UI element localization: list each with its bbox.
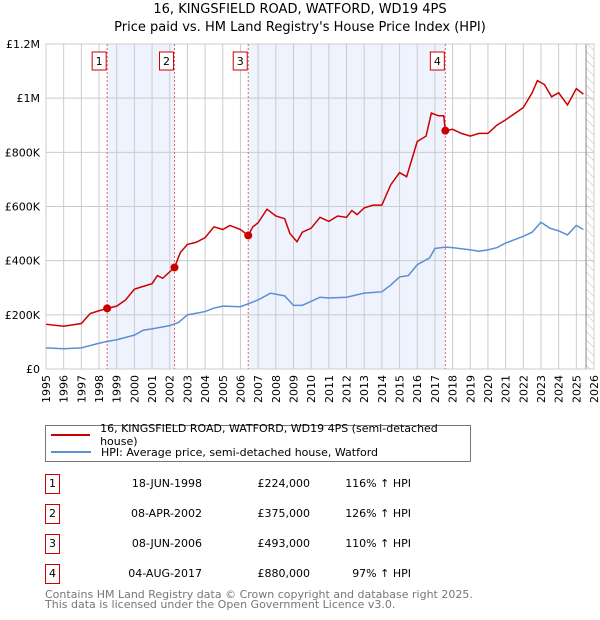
y-tick-label: £800K bbox=[5, 146, 41, 159]
x-tick-label: 2004 bbox=[199, 375, 212, 403]
legend-item-property: 16, KINGSFIELD ROAD, WATFORD, WD19 4PS (… bbox=[51, 422, 470, 448]
legend-item-hpi: HPI: Average price, semi-detached house,… bbox=[51, 444, 378, 460]
x-tick-label: 2013 bbox=[358, 375, 371, 403]
sale-date: 08-JUN-2006 bbox=[131, 537, 202, 550]
sale-marker-label: 4 bbox=[434, 55, 441, 68]
x-tick-label: 2010 bbox=[305, 375, 318, 403]
x-tick-label: 2011 bbox=[323, 375, 336, 403]
legend-swatch-red bbox=[51, 434, 91, 436]
x-tick-label: 2009 bbox=[287, 375, 300, 403]
sale-hpi-change: 116% ↑ HPI bbox=[345, 477, 411, 490]
sale-hpi-change: 97% ↑ HPI bbox=[352, 567, 411, 580]
sale-row: 1 18-JUN-1998 £224,000 116% ↑ HPI bbox=[45, 474, 445, 494]
x-tick-label: 2021 bbox=[500, 375, 513, 403]
sale-marker-box bbox=[91, 51, 107, 71]
legend-label: HPI: Average price, semi-detached house,… bbox=[101, 445, 379, 459]
sale-point bbox=[103, 304, 112, 313]
x-tick-label: 2018 bbox=[447, 375, 460, 403]
sale-hpi-change: 126% ↑ HPI bbox=[345, 507, 411, 520]
x-tick-label: 2005 bbox=[217, 375, 230, 403]
sale-point bbox=[170, 263, 179, 272]
x-tick-label: 1996 bbox=[58, 375, 71, 403]
legend: 16, KINGSFIELD ROAD, WATFORD, WD19 4PS (… bbox=[45, 422, 471, 462]
series-line bbox=[45, 221, 584, 350]
sale-row: 2 08-APR-2002 £375,000 126% ↑ HPI bbox=[45, 504, 445, 524]
y-tick-label: £0 bbox=[26, 363, 40, 376]
x-tick-label: 2020 bbox=[482, 375, 495, 403]
chart-title: 16, KINGSFIELD ROAD, WATFORD, WD19 4PS bbox=[153, 2, 447, 17]
sale-date: 08-APR-2002 bbox=[130, 507, 202, 520]
sale-row: 4 04-AUG-2017 £880,000 97% ↑ HPI bbox=[45, 564, 445, 584]
sale-marker-label: 2 bbox=[163, 55, 170, 68]
footer: Contains HM Land Registry data © Crown c… bbox=[45, 588, 473, 611]
x-tick-label: 2023 bbox=[535, 375, 548, 403]
sale-marker-box: 4 bbox=[45, 564, 60, 584]
sale-hpi-change: 110% ↑ HPI bbox=[345, 537, 411, 550]
y-tick-label: £200K bbox=[5, 309, 41, 322]
y-tick-label: £1M bbox=[17, 92, 41, 105]
sale-marker-box bbox=[159, 51, 175, 71]
x-tick-label: 2017 bbox=[429, 375, 442, 403]
x-tick-label: 2006 bbox=[234, 375, 247, 403]
y-tick-label: £600K bbox=[5, 201, 41, 214]
legend-swatch-blue bbox=[51, 451, 91, 453]
y-tick-label: £1.2M bbox=[6, 38, 40, 51]
sale-marker-label: 1 bbox=[96, 55, 103, 68]
sale-marker-label: 3 bbox=[237, 55, 244, 68]
x-tick-label: 2001 bbox=[146, 375, 159, 403]
x-tick-label: 2008 bbox=[270, 375, 283, 403]
x-tick-label: 1998 bbox=[93, 375, 106, 403]
chart-subtitle: Price paid vs. HM Land Registry's House … bbox=[114, 20, 486, 35]
sale-price: £224,000 bbox=[257, 477, 311, 490]
sale-marker-box: 1 bbox=[45, 474, 60, 494]
sale-marker-box: 3 bbox=[45, 534, 60, 554]
sale-price: £375,000 bbox=[257, 507, 311, 520]
sale-row: 3 08-JUN-2006 £493,000 110% ↑ HPI bbox=[45, 534, 445, 554]
x-tick-label: 2016 bbox=[411, 375, 424, 403]
x-tick-label: 2002 bbox=[164, 375, 177, 403]
x-tick-label: 1995 bbox=[40, 375, 53, 403]
sale-point bbox=[441, 126, 450, 135]
footer-line-1: Contains HM Land Registry data © Crown c… bbox=[45, 588, 473, 601]
plot-area: 1995 1996 1997 1998 1999 2000 2001 2002 2003 2004… bbox=[5, 38, 600, 403]
footer-line-2: This data is licensed under the Open Gov… bbox=[45, 598, 396, 611]
x-tick-label: 2003 bbox=[181, 375, 194, 403]
sale-date: 18-JUN-1998 bbox=[131, 477, 202, 490]
x-tick-label: 2015 bbox=[394, 375, 407, 403]
x-tick-label: 2012 bbox=[341, 375, 354, 403]
sale-marker-box bbox=[429, 51, 445, 71]
x-tick-label: 2022 bbox=[517, 375, 530, 403]
x-tick-label: 2025 bbox=[570, 375, 583, 403]
sale-price: £493,000 bbox=[257, 537, 311, 550]
sale-marker-box: 2 bbox=[45, 504, 60, 524]
sale-point bbox=[244, 231, 253, 240]
x-tick-label: 2000 bbox=[128, 375, 141, 403]
sale-price: £880,000 bbox=[257, 567, 311, 580]
sale-marker-box bbox=[232, 51, 248, 71]
x-tick-label: 1999 bbox=[111, 375, 124, 403]
series-line bbox=[45, 79, 584, 327]
x-tick-label: 1997 bbox=[75, 375, 88, 403]
x-tick-label: 2019 bbox=[464, 375, 477, 403]
x-tick-label: 2007 bbox=[252, 375, 265, 403]
legend-label: 16, KINGSFIELD ROAD, WATFORD, WD19 4PS (… bbox=[100, 422, 438, 448]
x-tick-label: 2014 bbox=[376, 375, 389, 403]
sale-date: 04-AUG-2017 bbox=[128, 567, 202, 580]
plot-border bbox=[45, 43, 595, 370]
x-tick-label: 2026 bbox=[588, 375, 600, 403]
x-tick-label: 2024 bbox=[553, 375, 566, 403]
y-tick-label: £400K bbox=[5, 255, 41, 268]
